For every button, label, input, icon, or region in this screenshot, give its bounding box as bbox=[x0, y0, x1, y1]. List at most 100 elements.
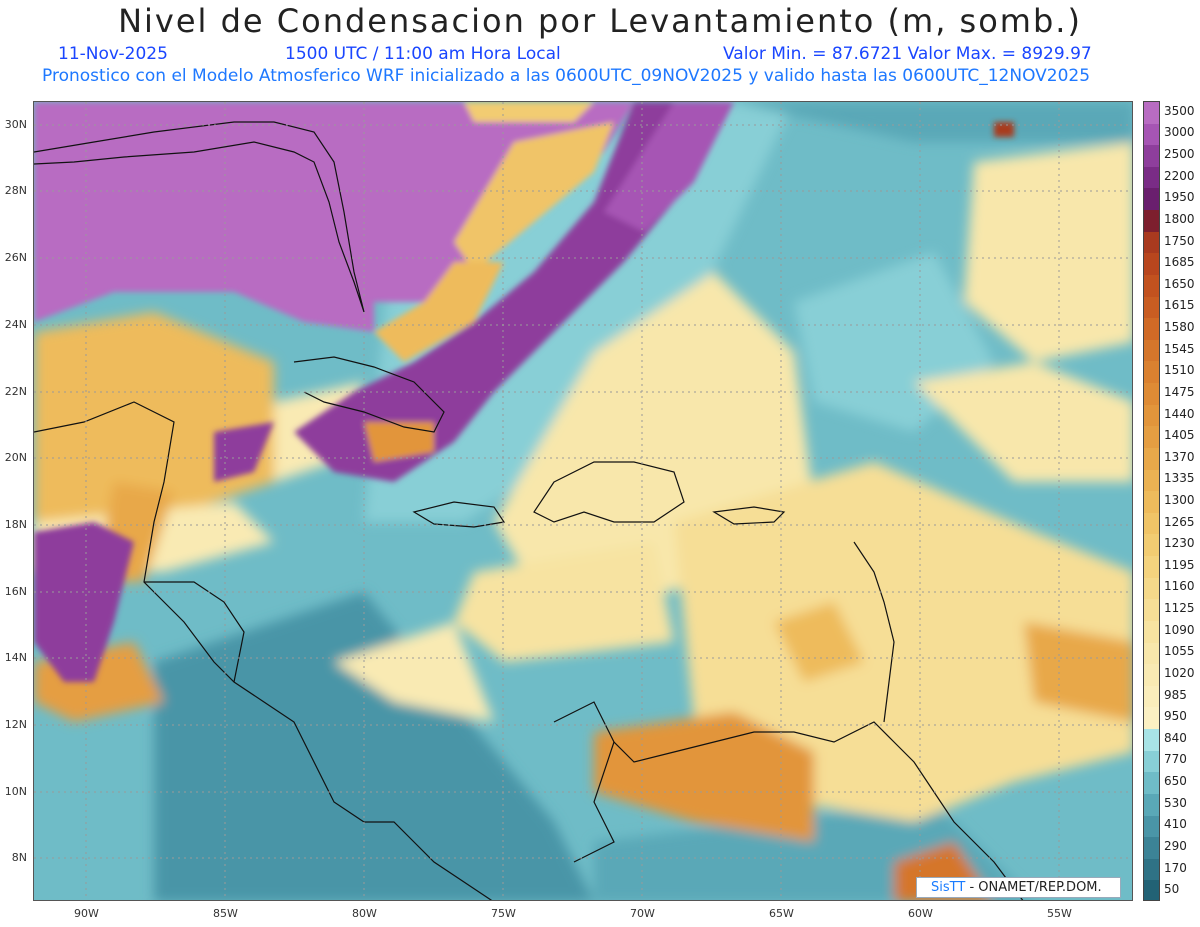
colorbar-level-label: 1125 bbox=[1164, 601, 1195, 616]
lat-label: 22N bbox=[4, 385, 27, 398]
colorbar-swatch bbox=[1144, 556, 1159, 579]
colorbar-level-label: 2500 bbox=[1164, 147, 1195, 162]
colorbar-swatch bbox=[1144, 339, 1159, 363]
colorbar-level-label: 1615 bbox=[1164, 298, 1195, 313]
colorbar-level-label: 1950 bbox=[1164, 190, 1195, 205]
colorbar-swatch bbox=[1144, 469, 1159, 492]
colorbar-swatch bbox=[1144, 102, 1159, 125]
colorbar-level-label: 770 bbox=[1164, 752, 1187, 767]
colorbar-level-label: 650 bbox=[1164, 774, 1187, 789]
colorbar-level-label: 840 bbox=[1164, 730, 1187, 745]
high-lcl-zones bbox=[34, 102, 1014, 682]
colorbar-level-label: 1475 bbox=[1164, 384, 1195, 399]
map-panel bbox=[33, 101, 1133, 901]
colorbar-swatch bbox=[1144, 858, 1159, 881]
colorbar-swatch bbox=[1144, 534, 1159, 557]
colorbar-level-label: 290 bbox=[1164, 838, 1187, 853]
colorbar-level-label: 2200 bbox=[1164, 168, 1195, 183]
lat-label: 26N bbox=[4, 251, 27, 264]
lat-label: 30N bbox=[4, 118, 27, 131]
colorbar-swatch bbox=[1144, 166, 1159, 190]
colorbar-swatch bbox=[1144, 577, 1159, 600]
colorbar-level-label: 1265 bbox=[1164, 514, 1195, 529]
colorbar-swatch bbox=[1144, 599, 1159, 622]
colorbar-level-label: 1545 bbox=[1164, 341, 1195, 356]
lat-label: 16N bbox=[4, 585, 27, 598]
colorbar-swatch bbox=[1144, 188, 1159, 211]
lat-label: 18N bbox=[4, 518, 27, 531]
colorbar-level-label: 1020 bbox=[1164, 665, 1195, 680]
forecast-time: 1500 UTC / 11:00 am Hora Local bbox=[285, 44, 561, 64]
colorbar-level-label: 3500 bbox=[1164, 103, 1195, 118]
colorbar-level-label: 1160 bbox=[1164, 579, 1195, 594]
colorbar-swatch bbox=[1144, 729, 1159, 752]
colorbar-swatch bbox=[1144, 123, 1159, 146]
colorbar-level-label: 950 bbox=[1164, 709, 1187, 724]
colorbar-level-label: 1510 bbox=[1164, 363, 1195, 378]
colorbar-swatch bbox=[1144, 383, 1159, 406]
model-info: Pronostico con el Modelo Atmosferico WRF… bbox=[42, 66, 1091, 86]
lat-label: 20N bbox=[4, 451, 27, 464]
colorbar-swatch bbox=[1144, 685, 1159, 708]
coastlines bbox=[34, 121, 1024, 900]
colorbar-swatch bbox=[1144, 837, 1159, 860]
colorbar-swatch bbox=[1144, 404, 1159, 427]
colorbar-level-label: 1750 bbox=[1164, 233, 1195, 248]
lat-label: 14N bbox=[4, 651, 27, 664]
colorbar-swatch bbox=[1144, 772, 1159, 795]
colorbar-swatch bbox=[1144, 664, 1159, 687]
colorbar-swatch bbox=[1144, 361, 1159, 384]
colorbar-swatch bbox=[1144, 145, 1159, 168]
lon-label: 85W bbox=[213, 907, 238, 920]
colorbar-swatch bbox=[1144, 793, 1159, 817]
colorbar-level-label: 1230 bbox=[1164, 536, 1195, 551]
colorbar-level-label: 1335 bbox=[1164, 471, 1195, 486]
colorbar-level-label: 50 bbox=[1164, 882, 1180, 897]
colorbar-level-label: 1055 bbox=[1164, 644, 1195, 659]
colorbar-swatch bbox=[1144, 231, 1159, 254]
lat-label: 24N bbox=[4, 318, 27, 331]
colorbar-level-label: 1370 bbox=[1164, 449, 1195, 464]
colorbar-swatch bbox=[1144, 318, 1159, 341]
map-title: Nivel de Condensacion por Levantamiento … bbox=[118, 2, 1082, 40]
colorbar-swatch bbox=[1144, 880, 1159, 900]
colorbar-swatch bbox=[1144, 707, 1159, 730]
colorbar-swatch bbox=[1144, 512, 1159, 536]
colorbar-swatch bbox=[1144, 274, 1159, 298]
colorbar-level-label: 530 bbox=[1164, 795, 1187, 810]
lat-label: 12N bbox=[4, 718, 27, 731]
colorbar-level-label: 1440 bbox=[1164, 406, 1195, 421]
colorbar-swatch bbox=[1144, 447, 1159, 471]
lon-label: 75W bbox=[491, 907, 516, 920]
brand-logo: SisTT bbox=[931, 880, 966, 895]
lon-label: 65W bbox=[769, 907, 794, 920]
colorbar-swatch bbox=[1144, 426, 1159, 449]
colorbar-level-label: 1800 bbox=[1164, 211, 1195, 226]
colorbar-level-label: 985 bbox=[1164, 687, 1187, 702]
lon-label: 90W bbox=[74, 907, 99, 920]
colorbar-level-label: 1580 bbox=[1164, 320, 1195, 335]
lon-label: 70W bbox=[630, 907, 655, 920]
colorbar-level-label: 1650 bbox=[1164, 276, 1195, 291]
colorbar-swatch bbox=[1144, 253, 1159, 276]
lon-label: 55W bbox=[1047, 907, 1072, 920]
credit-box: SisTT - ONAMET/REP.DOM. bbox=[916, 877, 1121, 898]
colorbar-swatch bbox=[1144, 210, 1159, 233]
colorbar bbox=[1143, 101, 1160, 901]
colorbar-swatch bbox=[1144, 620, 1159, 644]
lon-label: 80W bbox=[352, 907, 377, 920]
colorbar-swatch bbox=[1144, 750, 1159, 773]
lat-label: 8N bbox=[11, 851, 27, 864]
lon-label: 60W bbox=[908, 907, 933, 920]
lat-label: 28N bbox=[4, 184, 27, 197]
credit-text: - ONAMET/REP.DOM. bbox=[969, 880, 1102, 895]
lcl-shaded-map bbox=[34, 102, 1132, 900]
forecast-date: 11-Nov-2025 bbox=[58, 44, 168, 64]
colorbar-level-label: 1300 bbox=[1164, 493, 1195, 507]
colorbar-swatch bbox=[1144, 815, 1159, 838]
colorbar-swatch bbox=[1144, 491, 1159, 514]
colorbar-swatch bbox=[1144, 642, 1159, 665]
lat-label: 10N bbox=[4, 785, 27, 798]
colorbar-level-label: 1090 bbox=[1164, 622, 1195, 637]
colorbar-level-label: 1195 bbox=[1164, 557, 1195, 572]
